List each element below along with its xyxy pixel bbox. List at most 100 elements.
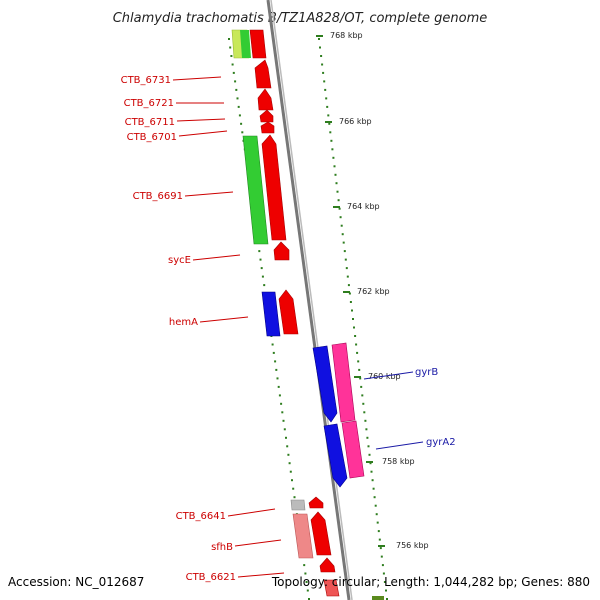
tick-dot-outer [359,377,362,380]
tick-dot-outer [385,589,387,592]
tick-dot-outer [349,301,352,303]
gene-label-syce: sycE [168,255,191,266]
tick-dot-inner [228,38,230,40]
tick-dot-outer [348,292,351,295]
feature-gene-sfhb-red [310,511,332,556]
tick-dot-outer [366,436,369,439]
tick-label-762: 762 kbp [357,287,390,296]
tick-dot-inner [260,267,263,270]
tick-dot-outer [358,368,361,371]
tick-dot-outer [347,284,350,287]
tick-dot-outer [367,445,370,448]
tick-dot-inner [293,496,296,499]
tick-dot-inner [281,411,284,414]
feature-gene-syce [273,241,290,261]
feature-gene-sfhb [292,513,314,559]
tick-dot-outer [377,530,380,533]
tick-dot-inner [280,402,283,405]
tick-dot-inner [303,564,306,567]
tick-dot-outer [375,513,378,516]
tick-dot-outer [344,258,347,261]
tick-dot-inner [261,275,264,278]
feature-gene-ctb-6621 [319,557,336,573]
feature-gene-hema [261,291,281,337]
feature-gene-gyra2 [341,420,365,479]
genome-summary: Topology: circular; Length: 1,044,282 bp… [271,575,590,589]
tick-label-766: 766 kbp [339,117,372,126]
feature-gene-hema-partner [278,289,299,335]
tick-dot-inner [263,284,266,287]
feature-gene-top-red [249,29,267,59]
tick-dot-outer [353,326,355,329]
tick-dot-inner [240,122,243,125]
tick-dot-inner [278,394,281,397]
tick-dot-outer [374,504,377,507]
feature-gene-ctb-6731 [254,59,272,89]
tick-dot-inner [275,368,278,371]
tick-dot-inner [236,97,239,100]
tick-dot-outer [372,487,375,490]
genome-title: Chlamydia trachomatis B/TZ1A828/OT, comp… [113,11,488,26]
tick-dot-inner [231,63,234,66]
tick-dot-inner [229,46,232,49]
genome-backbone-shadow [270,0,353,600]
tick-dot-outer [318,38,320,40]
gene-label-gyra2: gyrA2 [426,437,456,448]
gene-label-ctb-6641: CTB_6641 [176,511,226,522]
tick-dot-inner [286,445,289,448]
tick-dot-outer [328,122,331,125]
gene-label-ctb-6731: CTB_6731 [121,75,171,86]
tick-dot-outer [324,88,327,91]
tick-dot-inner [305,581,308,583]
tick-dot-inner [282,419,285,422]
tick-label-758: 758 kbp [382,457,415,466]
tick-dot-outer [362,402,365,405]
tick-dot-outer [369,462,372,465]
gene-label-ctb-6721: CTB_6721 [124,98,174,109]
feature-gene-ctb-6641-red [308,496,324,509]
tick-dot-inner [304,572,307,575]
tick-dot-outer [357,360,360,363]
tick-dot-outer [354,335,357,337]
tick-dot-outer [383,581,386,583]
tick-dot-inner [274,360,277,363]
ticks-outer [318,38,388,600]
tick-dot-outer [370,470,373,473]
feature-gene-ctb-6641 [290,499,306,511]
tick-dot-outer [365,428,368,431]
tick-dot-outer [332,156,335,159]
tick-dot-outer [382,572,385,575]
tick-dot-inner [237,105,240,108]
tick-dot-inner [308,598,310,600]
tick-dot-outer [380,555,383,558]
feature-gene-red-6691-partner [261,134,287,241]
feature-gene-ctb-6691 [242,135,269,245]
tick-dot-outer [360,385,363,388]
tick-dot-outer [321,63,324,66]
feature-gene-top-green [240,30,251,58]
tick-label-764: 764 kbp [347,202,380,211]
tick-dot-outer [352,318,354,320]
tick-dot-outer [323,80,326,83]
tick-dot-outer [386,598,388,600]
feature-gene-gyra2-blue [323,423,348,488]
tick-dot-outer [373,496,376,499]
tick-dot-outer [339,216,342,219]
tick-dot-outer [351,309,353,312]
gene-label-gyrb: gyrB [415,367,438,378]
tick-dot-outer [341,233,344,236]
tick-dot-outer [346,275,349,278]
tick-dot-inner [259,258,262,261]
feature-gene-ctb-6701 [260,121,275,134]
genome-backbone [266,0,351,600]
feature-track [231,29,384,600]
tick-dot-outer [361,394,364,397]
feature-gene-gyrb-blue [312,345,338,423]
tick-dot-inner [272,351,275,354]
feature-gene-ctb-6721 [257,88,274,111]
tick-dot-inner [289,470,292,473]
tick-dot-outer [364,419,367,422]
feature-gene-gyrb [331,342,356,423]
tick-dot-inner [235,88,238,91]
tick-dot-outer [342,241,345,244]
